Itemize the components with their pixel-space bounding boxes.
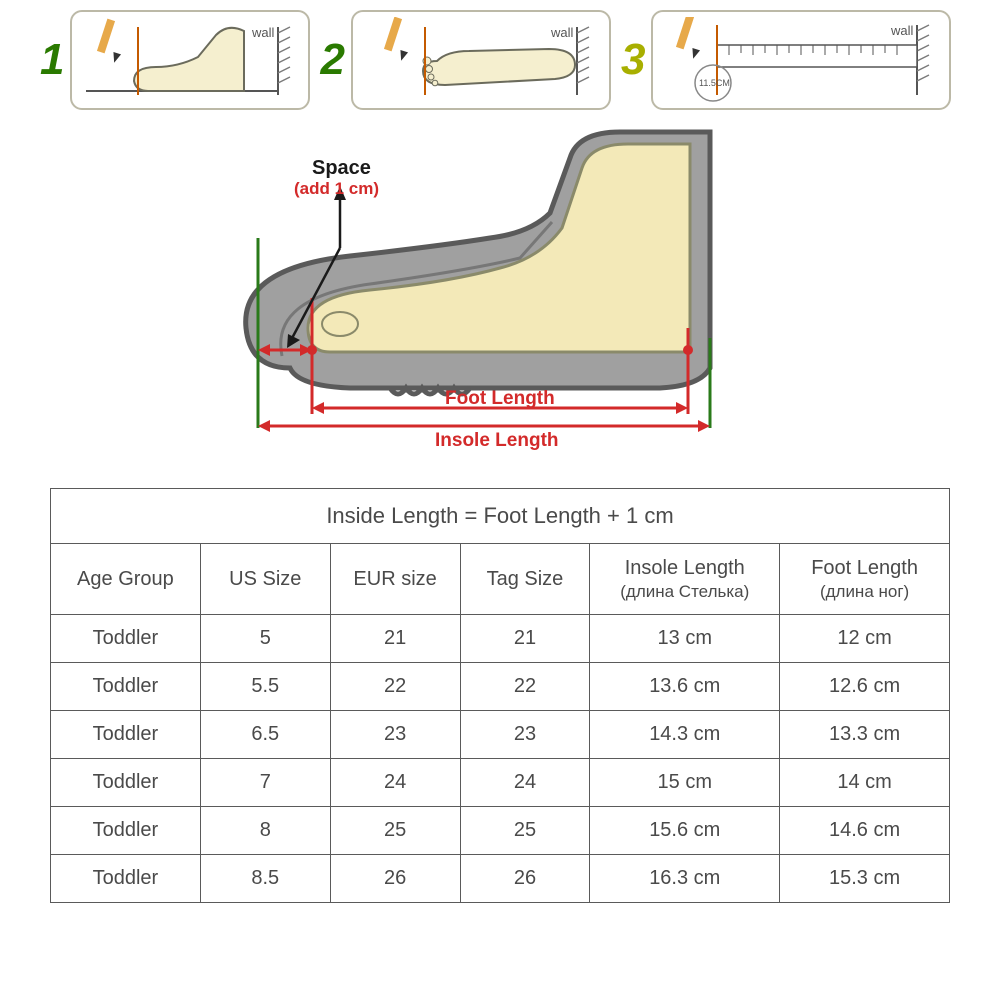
header-age: Age Group [51, 544, 201, 615]
step-2: 2 wall [320, 10, 610, 110]
step-2-number: 2 [320, 35, 344, 85]
cell-insole: 14.3 cm [590, 711, 780, 759]
table-row: Toddler5212113 cm12 cm [51, 615, 950, 663]
step-1-box: wall [70, 10, 310, 110]
step-1-number: 1 [40, 35, 64, 85]
table-row: Toddler6.5232314.3 cm13.3 cm [51, 711, 950, 759]
space-label: Space [312, 157, 371, 179]
cell-foot: 12 cm [780, 615, 950, 663]
cell-eur: 21 [330, 615, 460, 663]
cell-us: 5 [200, 615, 330, 663]
wall-label: wall [890, 23, 914, 38]
step-3-box: wall 11.5CM [651, 10, 951, 110]
cell-tag: 25 [460, 807, 590, 855]
cell-us: 6.5 [200, 711, 330, 759]
table-row: Toddler7242415 cm14 cm [51, 759, 950, 807]
cell-foot: 14.6 cm [780, 807, 950, 855]
cell-foot: 14 cm [780, 759, 950, 807]
cell-age: Toddler [51, 855, 201, 903]
header-eur: EUR size [330, 544, 460, 615]
step-1: 1 wall [40, 10, 310, 110]
cell-insole: 13.6 cm [590, 663, 780, 711]
cell-eur: 23 [330, 711, 460, 759]
step-3: 3 wall [621, 10, 951, 110]
cell-eur: 26 [330, 855, 460, 903]
pencil-icon [97, 19, 121, 64]
cell-insole: 15 cm [590, 759, 780, 807]
size-chart-table: Inside Length = Foot Length + 1 cm Age G… [50, 488, 950, 903]
step-2-illustration: wall [359, 17, 603, 103]
cell-age: Toddler [51, 663, 201, 711]
wall-label: wall [251, 25, 275, 40]
insole-length-label: Insole Length [435, 430, 559, 451]
pencil-icon [676, 17, 700, 60]
cell-tag: 26 [460, 855, 590, 903]
cell-insole: 15.6 cm [590, 807, 780, 855]
header-us: US Size [200, 544, 330, 615]
cell-tag: 24 [460, 759, 590, 807]
step-1-illustration: wall [78, 17, 302, 103]
table-row: Toddler8252515.6 cm14.6 cm [51, 807, 950, 855]
table-body: Toddler5212113 cm12 cmToddler5.5222213.6… [51, 615, 950, 903]
cell-age: Toddler [51, 711, 201, 759]
cell-tag: 22 [460, 663, 590, 711]
cell-eur: 25 [330, 807, 460, 855]
step-3-illustration: wall 11.5CM [659, 17, 943, 103]
space-sublabel: (add 1 cm) [294, 179, 379, 198]
shoe-cross-section: Foot Length Insole Length Space (add 1 c… [190, 118, 810, 468]
step-3-number: 3 [621, 35, 645, 85]
cell-eur: 22 [330, 663, 460, 711]
cell-us: 5.5 [200, 663, 330, 711]
cell-foot: 15.3 cm [780, 855, 950, 903]
table-row: Toddler8.5262616.3 cm15.3 cm [51, 855, 950, 903]
table-header-row: Age Group US Size EUR size Tag Size Inso… [51, 544, 950, 615]
wall-label: wall [550, 25, 574, 40]
header-foot: Foot Length (длина ног) [780, 544, 950, 615]
cell-us: 8.5 [200, 855, 330, 903]
cell-foot: 13.3 cm [780, 711, 950, 759]
cell-foot: 12.6 cm [780, 663, 950, 711]
cell-age: Toddler [51, 615, 201, 663]
cell-insole: 13 cm [590, 615, 780, 663]
header-tag: Tag Size [460, 544, 590, 615]
table-title: Inside Length = Foot Length + 1 cm [51, 489, 950, 544]
pencil-icon [384, 17, 408, 62]
cell-tag: 23 [460, 711, 590, 759]
cell-insole: 16.3 cm [590, 855, 780, 903]
cell-tag: 21 [460, 615, 590, 663]
shoe-diagram: Foot Length Insole Length Space (add 1 c… [0, 118, 1000, 478]
header-insole: Insole Length (длина Стелька) [590, 544, 780, 615]
cell-us: 8 [200, 807, 330, 855]
cell-age: Toddler [51, 759, 201, 807]
step-2-box: wall [351, 10, 611, 110]
cell-age: Toddler [51, 807, 201, 855]
foot-length-label: Foot Length [445, 388, 555, 409]
table-title-row: Inside Length = Foot Length + 1 cm [51, 489, 950, 544]
measurement-steps: 1 wall [0, 0, 1000, 110]
ruler-measurement: 11.5CM [699, 78, 730, 88]
cell-us: 7 [200, 759, 330, 807]
cell-eur: 24 [330, 759, 460, 807]
table-row: Toddler5.5222213.6 cm12.6 cm [51, 663, 950, 711]
